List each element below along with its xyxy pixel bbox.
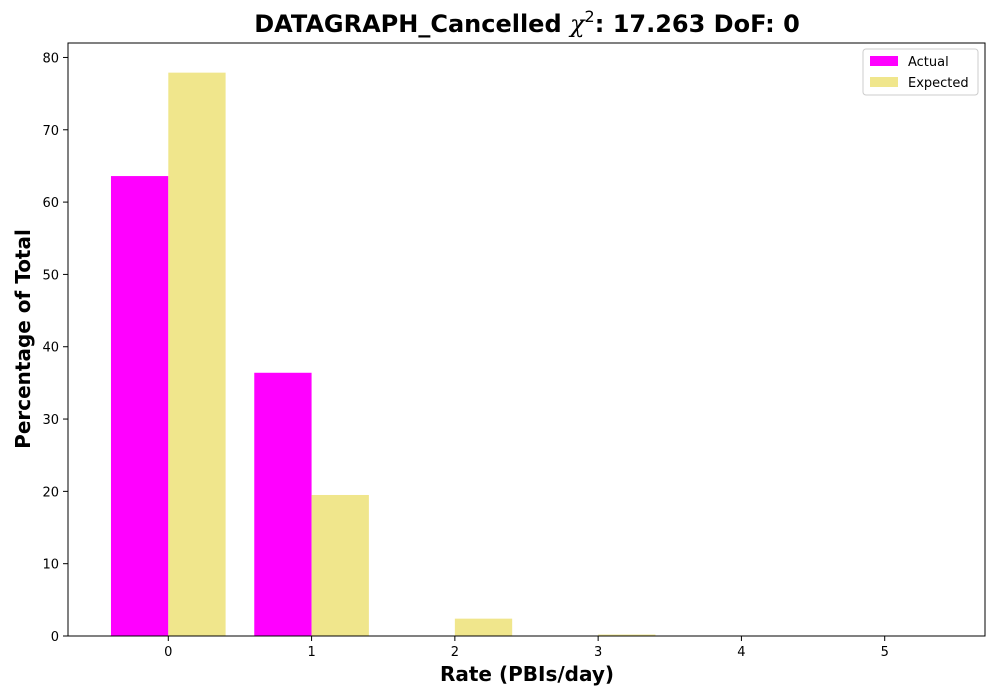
x-tick-label-3: 3: [594, 645, 602, 660]
y-axis-label: Percentage of Total: [11, 229, 35, 449]
y-tick-label-70: 70: [42, 124, 59, 139]
x-tick-label-2: 2: [451, 645, 459, 660]
y-tick-label-0: 0: [51, 630, 59, 645]
chart-title: DATAGRAPH_Cancelled χ2: 17.263 DoF: 0: [254, 7, 800, 38]
bar-expected-1: [311, 494, 369, 636]
bars-group: [110, 72, 656, 636]
bar-expected-0: [168, 72, 226, 636]
plot-area: 0 1 2 3 4 5 0 10 20 30 40 50 60 70 80: [42, 42, 986, 660]
chart-title-suffix: : 17.263 DoF: 0: [595, 10, 800, 38]
y-tick-label-20: 20: [42, 485, 59, 500]
y-tick-label-60: 60: [42, 196, 59, 211]
y-tick-label-40: 40: [42, 341, 59, 356]
bar-actual-0: [110, 176, 169, 636]
chart-title-prefix: DATAGRAPH_Cancelled: [254, 10, 570, 38]
y-tick-label-80: 80: [42, 51, 59, 66]
bar-expected-3: [598, 634, 656, 636]
legend-label-expected: Expected: [908, 76, 969, 91]
legend: Actual Expected: [862, 48, 979, 96]
legend-label-actual: Actual: [908, 55, 949, 70]
x-tick-label-5: 5: [881, 645, 889, 660]
chart-title-chi-power: 2: [585, 7, 595, 26]
y-tick-label-50: 50: [42, 268, 59, 283]
bar-expected-2: [454, 618, 513, 636]
chart-title-chi: χ: [568, 10, 586, 38]
axes-frame: [67, 42, 986, 637]
legend-swatch-expected: [870, 77, 898, 87]
bar-actual-1: [254, 372, 312, 636]
y-tick-label-10: 10: [42, 558, 59, 573]
legend-swatch-actual: [870, 56, 898, 66]
y-axis-ticks: 0 10 20 30 40 50 60 70 80: [42, 51, 68, 645]
x-tick-label-0: 0: [164, 645, 172, 660]
x-axis-label: Rate (PBIs/day): [440, 662, 614, 686]
x-tick-label-4: 4: [737, 645, 745, 660]
x-tick-label-1: 1: [307, 645, 315, 660]
x-axis-ticks: 0 1 2 3 4 5: [164, 636, 889, 660]
y-tick-label-30: 30: [42, 413, 59, 428]
